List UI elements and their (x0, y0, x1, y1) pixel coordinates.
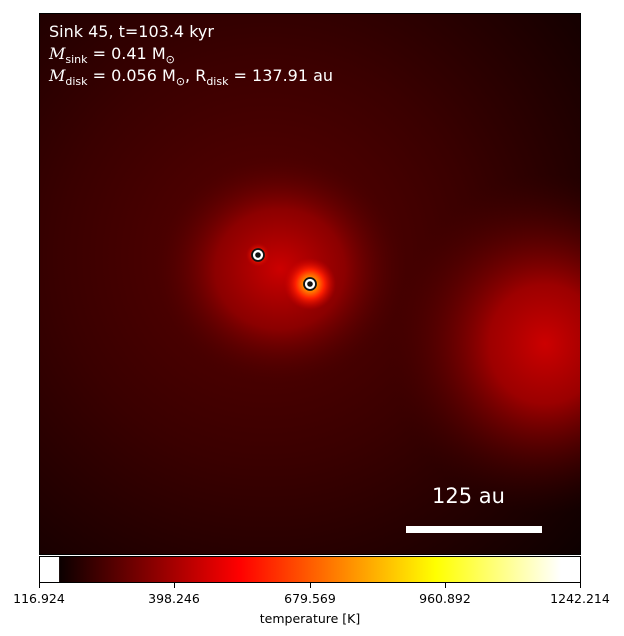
colorbar-tick-label: 116.924 (13, 591, 65, 606)
sink-mass-annotation: Msink = 0.41 M⊙ (49, 44, 175, 67)
colorbar-tick-label: 679.569 (284, 591, 336, 606)
colorbar-tick (445, 583, 446, 588)
scale-bar (406, 526, 542, 533)
temperature-map (40, 14, 580, 554)
scale-bar-label: 125 au (432, 484, 505, 508)
sink-title: Sink 45, t=103.4 kyr (49, 22, 214, 41)
colorbar-tick (174, 583, 175, 588)
disk-annotation: Mdisk = 0.056 M⊙, Rdisk = 137.91 au (49, 66, 334, 89)
sink-marker-a (251, 248, 265, 262)
sink-marker-b (303, 277, 317, 291)
temperature-map-panel: Sink 45, t=103.4 kyr Msink = 0.41 M⊙ Mdi… (39, 13, 581, 555)
colorbar-tick-label: 1242.214 (550, 591, 610, 606)
colorbar-tick-label: 960.892 (419, 591, 471, 606)
colorbar-tick (39, 583, 40, 588)
colorbar-tick-label: 398.246 (148, 591, 200, 606)
colorbar-tick (310, 583, 311, 588)
colorbar (39, 556, 581, 583)
colorbar-label: temperature [K] (259, 611, 361, 626)
colorbar-tick (580, 583, 581, 588)
